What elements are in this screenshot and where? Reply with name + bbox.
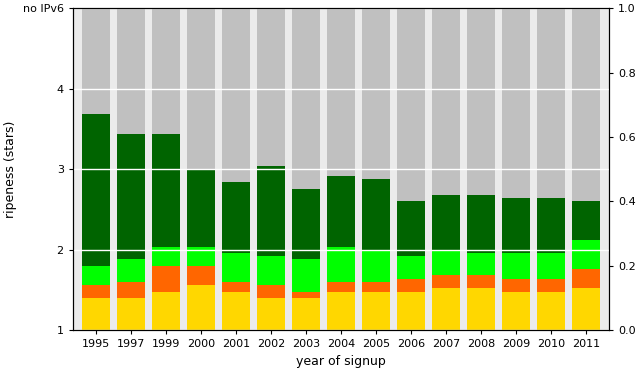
Bar xyxy=(327,8,355,176)
Y-axis label: ripeness (stars): ripeness (stars) xyxy=(4,121,17,218)
Bar xyxy=(221,182,250,253)
Bar xyxy=(362,179,390,250)
Bar xyxy=(537,292,565,330)
Bar xyxy=(537,253,565,279)
Bar xyxy=(81,266,109,285)
Bar xyxy=(292,189,320,259)
Bar xyxy=(116,8,145,134)
Bar xyxy=(152,8,180,134)
Bar xyxy=(502,279,530,292)
Bar xyxy=(572,288,600,330)
Bar xyxy=(292,292,320,298)
Bar xyxy=(187,247,214,266)
Bar xyxy=(432,288,460,330)
Bar xyxy=(257,256,285,285)
Bar xyxy=(537,279,565,292)
Bar xyxy=(502,198,530,253)
Bar xyxy=(502,292,530,330)
Bar xyxy=(221,292,250,330)
Bar xyxy=(572,269,600,288)
Bar xyxy=(362,250,390,282)
Bar xyxy=(327,247,355,282)
Bar xyxy=(81,115,109,266)
Bar xyxy=(432,195,460,250)
Bar xyxy=(397,279,425,292)
Bar xyxy=(152,266,180,292)
Bar xyxy=(187,285,214,330)
Bar xyxy=(257,285,285,298)
Bar xyxy=(432,8,460,195)
Bar xyxy=(257,166,285,256)
Bar xyxy=(292,298,320,330)
Bar xyxy=(116,282,145,298)
Bar xyxy=(537,198,565,253)
Bar xyxy=(327,176,355,247)
Bar xyxy=(502,253,530,279)
Bar xyxy=(467,276,495,288)
Bar xyxy=(327,292,355,330)
Bar xyxy=(116,298,145,330)
Bar xyxy=(257,8,285,166)
Bar xyxy=(572,240,600,269)
Bar xyxy=(397,201,425,256)
Bar xyxy=(221,8,250,182)
Bar xyxy=(467,253,495,276)
Bar xyxy=(81,8,109,115)
Bar xyxy=(116,259,145,282)
Bar xyxy=(292,259,320,292)
Bar xyxy=(362,282,390,292)
Bar xyxy=(397,292,425,330)
Bar xyxy=(572,201,600,240)
Bar xyxy=(362,8,390,179)
Bar xyxy=(221,253,250,282)
Bar xyxy=(362,292,390,330)
Bar xyxy=(467,288,495,330)
Bar xyxy=(467,195,495,253)
Bar xyxy=(432,276,460,288)
Bar xyxy=(81,298,109,330)
Bar xyxy=(572,8,600,201)
Bar xyxy=(152,134,180,247)
Bar xyxy=(187,266,214,285)
Bar xyxy=(502,8,530,198)
Bar xyxy=(397,256,425,279)
Bar xyxy=(467,8,495,195)
Bar xyxy=(257,298,285,330)
Bar xyxy=(152,247,180,266)
Bar xyxy=(81,285,109,298)
X-axis label: year of signup: year of signup xyxy=(296,355,386,368)
Bar xyxy=(187,8,214,169)
Bar xyxy=(221,282,250,292)
Bar xyxy=(432,250,460,276)
Bar xyxy=(187,169,214,247)
Bar xyxy=(537,8,565,198)
Bar xyxy=(152,292,180,330)
Bar xyxy=(397,8,425,201)
Bar xyxy=(116,134,145,259)
Bar xyxy=(327,282,355,292)
Bar xyxy=(292,8,320,189)
